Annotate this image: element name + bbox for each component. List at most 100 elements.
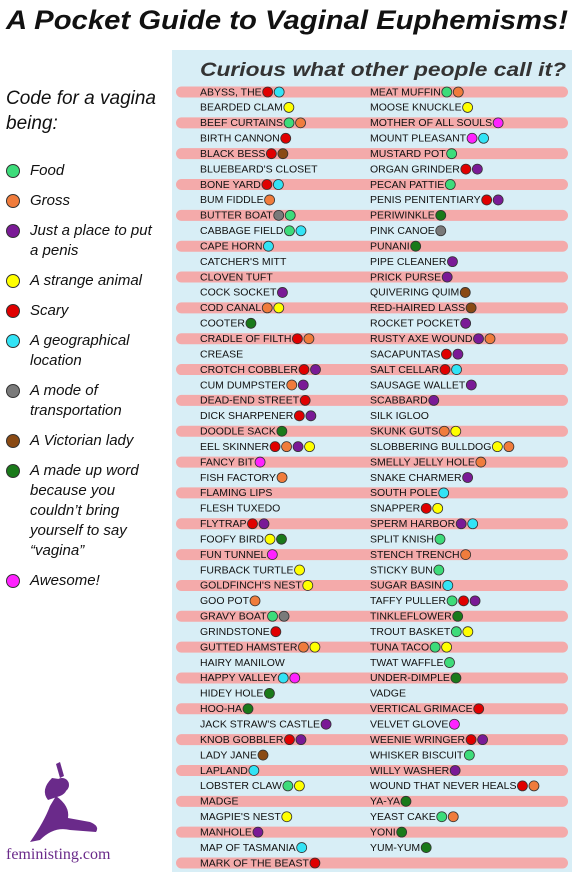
code-dot (460, 317, 472, 329)
subtitle: Curious what other people call it? (200, 60, 566, 81)
legend-swatch (6, 574, 20, 588)
euphemism: SCABBARD (370, 395, 428, 407)
code-dot (294, 564, 305, 576)
code-dot (432, 502, 444, 514)
code-dot (267, 610, 278, 622)
euphemism: CUM DUMPSTER (200, 379, 286, 391)
euphemism: CREASE (200, 348, 243, 360)
euphemism: MANHOLE (200, 826, 252, 838)
euphemism: HOO-HA (200, 703, 242, 715)
legend-label: A Victorian lady (30, 432, 134, 449)
legend-swatch (6, 464, 20, 478)
code-dot (283, 117, 295, 129)
row-stripe (176, 425, 568, 437)
legend-label: Food (30, 162, 65, 179)
code-dot (444, 657, 455, 668)
code-dot (289, 672, 301, 684)
euphemism: SPERM HARBOR (370, 518, 456, 530)
code-dot (252, 826, 264, 838)
euphemism: SAUSAGE WALLET (370, 379, 466, 391)
code-dot (455, 518, 467, 530)
code-dot (277, 672, 289, 684)
code-dot (273, 302, 285, 314)
code-dot (299, 394, 311, 406)
code-dot (460, 163, 472, 175)
euphemism: BUTTER BOAT (200, 210, 273, 222)
code-dot (272, 179, 284, 190)
euphemism: QUIVERING QUIM (370, 287, 459, 299)
code-dot (460, 549, 472, 560)
euphemism: WOUND THAT NEVER HEALS (370, 780, 516, 792)
euphemism: TUNA TACO (370, 641, 429, 653)
code-dot (438, 487, 450, 499)
code-dot (295, 117, 306, 129)
code-dot (491, 441, 503, 453)
code-dot (466, 132, 478, 144)
euphemism: PERIWINKLE (370, 210, 435, 222)
euphemism: DICK SHARPENER (200, 410, 294, 422)
code-dot (278, 610, 290, 622)
row-stripe (176, 487, 568, 499)
code-dot (249, 595, 261, 607)
euphemism: LOBSTER CLAW (200, 780, 282, 792)
euphemism: RED-HAIRED LASS (370, 302, 465, 314)
code-dot (441, 86, 453, 98)
legend-swatch (6, 164, 20, 178)
euphemism: TAFFY PULLER (370, 595, 446, 607)
legend-label: A strange animal (30, 272, 143, 289)
code-dot (481, 194, 493, 206)
footer-credit: feministing.com (6, 846, 111, 863)
code-dot (266, 549, 278, 560)
euphemism: SPLIT KNISH (370, 533, 434, 545)
code-dot (517, 780, 528, 792)
legend-heading: Code for a vagina being: (6, 88, 156, 134)
code-dot (270, 626, 282, 638)
code-dot (273, 209, 285, 221)
euphemism: SOUTH POLE (370, 487, 438, 499)
euphemism: ORGAN GRINDER (370, 163, 460, 175)
euphemism: GUTTED HAMSTER (200, 641, 298, 653)
legend-swatch (6, 274, 20, 288)
code-dot (284, 734, 295, 746)
row-stripe (176, 394, 568, 406)
euphemism: BONE YARD (200, 179, 261, 191)
code-dot (446, 595, 458, 607)
euphemism: PIPE CLEANER (370, 256, 447, 268)
euphemism: GRAVY BOAT (200, 611, 267, 623)
code-dot (257, 749, 269, 761)
code-dot (447, 811, 459, 823)
code-dot (435, 209, 447, 221)
euphemism: PINK CANOE (370, 225, 435, 237)
euphemism: WILLY WASHER (370, 765, 450, 777)
row-stripe (176, 117, 568, 129)
code-dot (528, 780, 540, 792)
euphemism: BIRTH CANNON (200, 133, 280, 145)
euphemism: SKUNK GUTS (370, 426, 438, 438)
legend-label: A geographical location (30, 332, 130, 369)
code-dot (262, 86, 274, 98)
euphemism: SNAKE CHARMER (370, 472, 462, 484)
row-stripe (176, 641, 568, 653)
euphemism: FLESH TUXEDO (200, 503, 280, 515)
euphemism: MADGE (200, 796, 239, 808)
code-dot (471, 163, 483, 175)
code-dot (265, 148, 277, 160)
code-dot (298, 641, 309, 653)
row-stripe (176, 456, 568, 468)
euphemism: WEENIE WRINGER (370, 734, 466, 746)
code-dot (433, 564, 445, 576)
code-dot (245, 317, 257, 329)
code-dot (284, 209, 296, 221)
euphemism: PENIS PENITENTIARY (370, 194, 481, 206)
code-dot (264, 687, 275, 699)
code-dot (492, 194, 504, 206)
code-dot (264, 194, 275, 206)
code-dot (261, 179, 273, 190)
euphemism: CABBAGE FIELD (200, 225, 284, 237)
code-dot (295, 734, 307, 746)
logo-silhouette (30, 762, 98, 842)
code-dot (261, 302, 273, 314)
euphemism: GOLDFINCH'S NEST (200, 580, 302, 592)
legend-swatch (6, 334, 20, 348)
